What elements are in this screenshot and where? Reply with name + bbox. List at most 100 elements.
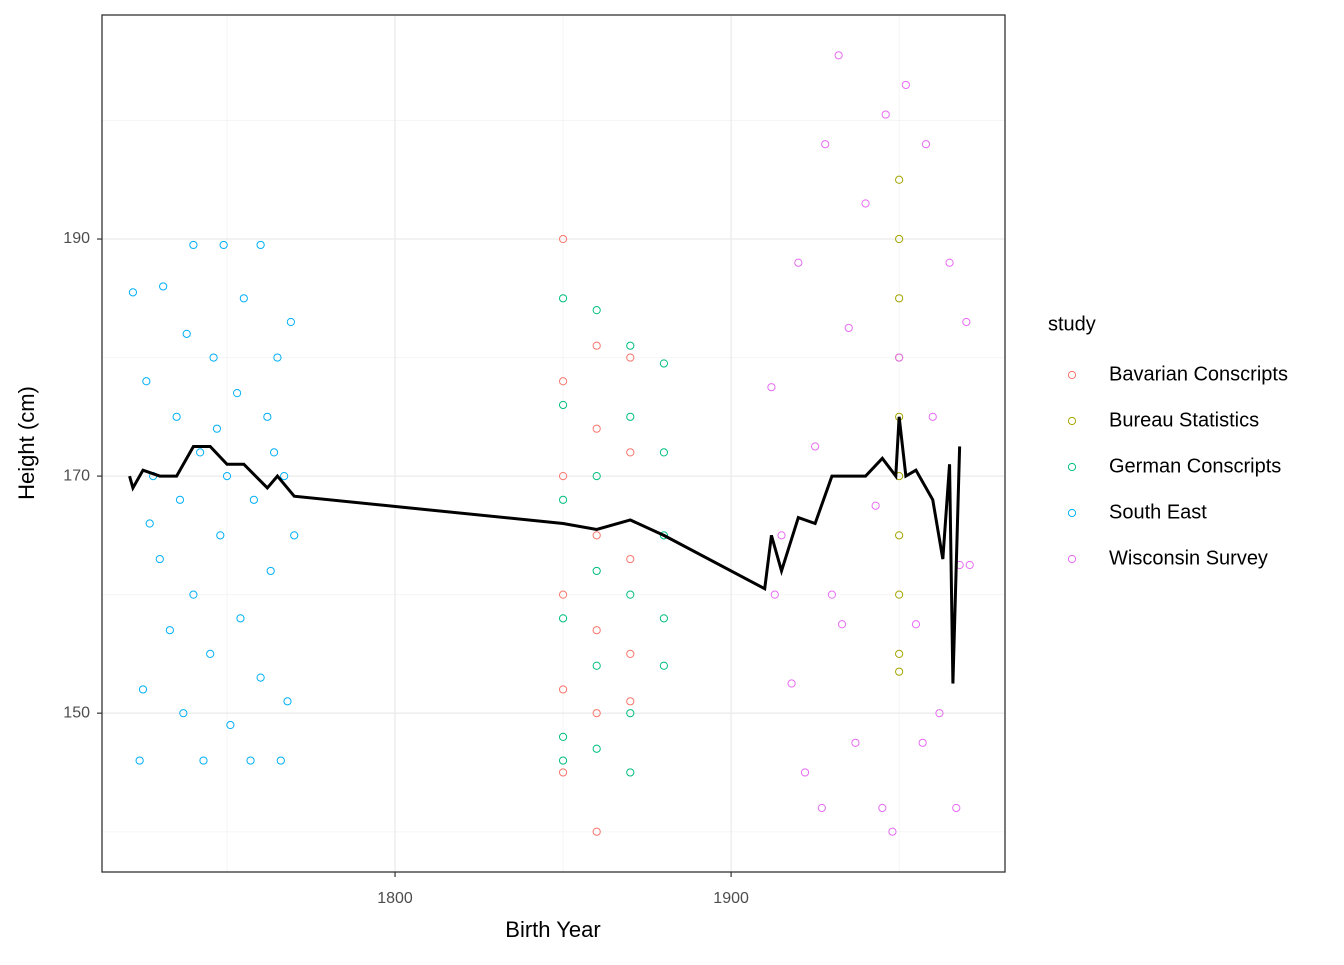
point — [189, 590, 198, 599]
y-tick-label: 150 — [63, 704, 90, 721]
point — [558, 495, 568, 504]
point — [558, 732, 568, 741]
point — [962, 317, 971, 327]
point — [659, 531, 668, 540]
point — [592, 531, 601, 540]
point — [189, 240, 198, 250]
point — [767, 383, 776, 392]
point — [911, 620, 921, 629]
point — [209, 353, 218, 362]
point — [226, 720, 235, 730]
point — [871, 501, 880, 510]
point — [965, 560, 974, 570]
point — [558, 685, 568, 694]
point — [206, 649, 215, 658]
plot-area — [101, 14, 1006, 873]
point — [165, 626, 174, 635]
point — [592, 306, 601, 315]
legend-key — [1067, 508, 1077, 518]
point — [138, 685, 148, 694]
point — [659, 614, 668, 623]
point — [592, 827, 601, 836]
point — [558, 768, 568, 777]
y-tick-label: 170 — [63, 467, 90, 484]
point — [928, 412, 937, 421]
point — [592, 341, 601, 350]
point — [888, 827, 897, 836]
point — [145, 519, 154, 528]
point — [895, 234, 904, 244]
x-tick-label: 1900 — [713, 890, 749, 907]
point — [811, 442, 820, 451]
point — [851, 738, 860, 747]
point — [626, 554, 635, 564]
point — [216, 531, 225, 540]
point — [290, 531, 299, 540]
point — [895, 175, 904, 184]
point — [895, 353, 904, 362]
point — [236, 614, 245, 623]
point — [263, 412, 272, 421]
point — [895, 531, 904, 540]
point — [269, 448, 279, 457]
point — [626, 697, 635, 706]
point — [283, 697, 292, 706]
point — [558, 294, 568, 303]
x-tick-label: 1800 — [377, 890, 413, 907]
point — [834, 51, 843, 60]
point — [276, 756, 285, 765]
point — [895, 667, 904, 676]
point — [239, 294, 248, 303]
y-tick-label: 190 — [63, 230, 90, 247]
point — [881, 110, 890, 119]
point — [179, 709, 188, 718]
point — [626, 768, 635, 777]
legend-key — [1067, 416, 1077, 426]
point — [558, 377, 568, 386]
point — [246, 756, 255, 765]
point — [800, 768, 810, 777]
legend-key — [1067, 370, 1077, 380]
point — [817, 803, 826, 813]
point — [659, 448, 668, 457]
point — [945, 258, 954, 267]
point — [626, 649, 635, 658]
point — [921, 140, 931, 149]
point — [592, 709, 601, 718]
point — [895, 590, 904, 599]
point — [558, 614, 568, 623]
point — [659, 359, 668, 368]
y-axis-title: Height (cm) — [14, 386, 39, 500]
point — [256, 673, 265, 682]
point — [592, 661, 601, 670]
point — [155, 554, 164, 564]
point — [592, 471, 601, 481]
point — [827, 590, 837, 599]
point — [895, 294, 904, 303]
point — [626, 341, 635, 350]
point — [558, 471, 568, 481]
point — [266, 566, 275, 576]
point — [626, 353, 635, 362]
point — [128, 288, 138, 297]
point — [558, 400, 568, 410]
point — [175, 495, 185, 504]
point — [592, 566, 601, 576]
point — [199, 756, 208, 765]
point — [901, 80, 910, 90]
point — [794, 258, 803, 267]
point — [142, 377, 151, 386]
point — [249, 495, 259, 504]
point — [592, 744, 601, 753]
point — [770, 590, 779, 599]
point — [172, 412, 181, 421]
point — [844, 323, 853, 333]
trend-line — [128, 416, 962, 684]
point — [273, 353, 282, 362]
legend-label: German Conscripts — [1109, 455, 1281, 477]
point — [895, 649, 904, 658]
x-axis-title: Birth Year — [505, 917, 600, 942]
legend-label: Bavarian Conscripts — [1109, 363, 1288, 385]
legend-label: Wisconsin Survey — [1109, 547, 1268, 569]
